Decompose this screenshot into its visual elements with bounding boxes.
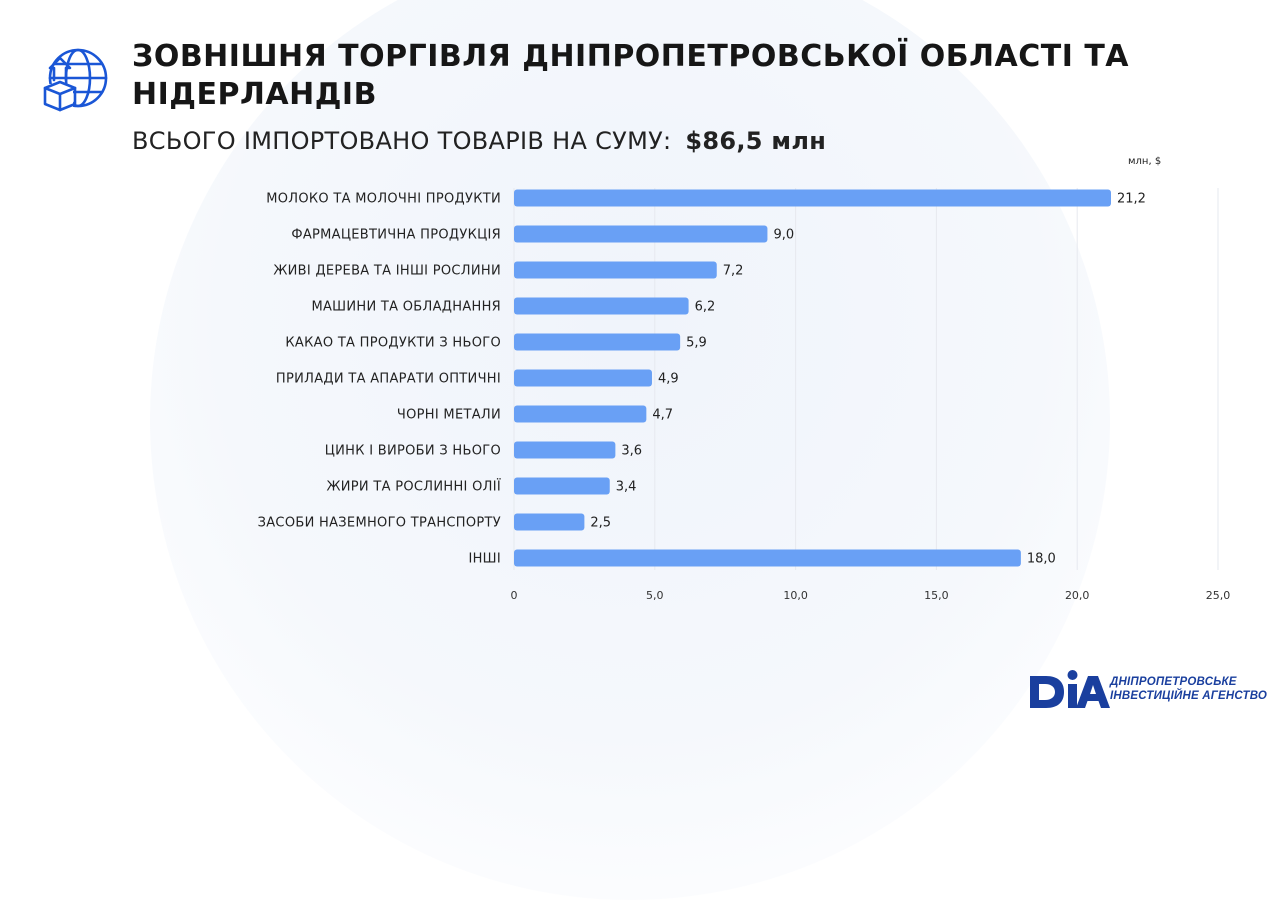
- unit-label: млн, $: [1128, 156, 1162, 167]
- globe-box-upload-icon: [43, 48, 108, 112]
- bar: [514, 513, 585, 531]
- x-tick-label: 10,0: [783, 589, 808, 602]
- x-tick-label: 20,0: [1065, 589, 1090, 602]
- bar-value-label: 3,4: [616, 480, 637, 495]
- page-title: ЗОВНІШНЯ ТОРГІВЛЯ ДНІПРОПЕТРОВСЬКОЇ ОБЛА…: [132, 39, 1130, 112]
- agency-name-line1: ДНІПРОПЕТРОВСЬКЕ: [1110, 676, 1237, 688]
- bar: [514, 405, 647, 423]
- category-label: ПРИЛАДИ ТА АПАРАТИ ОПТИЧНІ: [276, 372, 501, 387]
- x-tick-label: 0: [511, 589, 518, 602]
- bar-value-label: 7,2: [723, 264, 744, 279]
- x-tick-label: 5,0: [646, 589, 664, 602]
- bar-value-label: 3,6: [621, 444, 642, 459]
- bar: [514, 297, 689, 315]
- bar-value-label: 6,2: [695, 300, 716, 315]
- category-label: ІНШІ: [468, 552, 501, 567]
- bar: [514, 225, 768, 243]
- bar-value-label: 9,0: [773, 228, 794, 243]
- x-tick-label: 15,0: [924, 589, 949, 602]
- bar-value-label: 4,7: [652, 408, 673, 423]
- subtitle-label: ВСЬОГО ІМПОРТОВАНО ТОВАРІВ НА СУМУ:: [132, 127, 672, 155]
- bar: [514, 441, 616, 459]
- agency-name: ДНІПРОПЕТРОВСЬКЕ ІНВЕСТИЦІЙНЕ АГЕНСТВО: [1110, 675, 1270, 703]
- dia-logo: [1030, 670, 1110, 708]
- bar: [514, 477, 610, 495]
- category-label: ЖИРИ ТА РОСЛИННІ ОЛІЇ: [326, 479, 501, 495]
- category-label: МОЛОКО ТА МОЛОЧНІ ПРОДУКТИ: [266, 192, 501, 207]
- import-total: $86,5 млн: [685, 127, 827, 155]
- bar-value-label: 21,2: [1117, 192, 1146, 207]
- subtitle: ВСЬОГО ІМПОРТОВАНО ТОВАРІВ НА СУМУ: $86,…: [132, 126, 826, 156]
- bar: [514, 549, 1021, 567]
- category-label: МАШИНИ ТА ОБЛАДНАННЯ: [311, 300, 501, 315]
- bar: [514, 189, 1111, 207]
- x-tick-label: 25,0: [1206, 589, 1231, 602]
- bar-value-label: 2,5: [590, 516, 611, 531]
- category-label: ЧОРНІ МЕТАЛИ: [397, 408, 501, 423]
- category-label: ЖИВІ ДЕРЕВА ТА ІНШІ РОСЛИНИ: [273, 264, 501, 279]
- category-label: ФАРМАЦЕВТИЧНА ПРОДУКЦІЯ: [291, 228, 501, 243]
- agency-name-line2: ІНВЕСТИЦІЙНЕ АГЕНСТВО: [1110, 690, 1268, 702]
- category-label: КАКАО ТА ПРОДУКТИ З НЬОГО: [285, 336, 501, 351]
- category-label: ЦИНК І ВИРОБИ З НЬОГО: [325, 444, 501, 459]
- bar-value-label: 5,9: [686, 336, 707, 351]
- bar: [514, 261, 717, 279]
- bar-value-label: 18,0: [1027, 552, 1056, 567]
- bar-value-label: 4,9: [658, 372, 679, 387]
- bar: [514, 333, 681, 351]
- category-label: ЗАСОБИ НАЗЕМНОГО ТРАНСПОРТУ: [258, 516, 501, 531]
- bar: [514, 369, 652, 387]
- bar-chart: 0 5,0 10,0 15,0 20,0 25,0 МОЛОКО ТА МОЛОЧНІ ПР…: [258, 188, 1231, 602]
